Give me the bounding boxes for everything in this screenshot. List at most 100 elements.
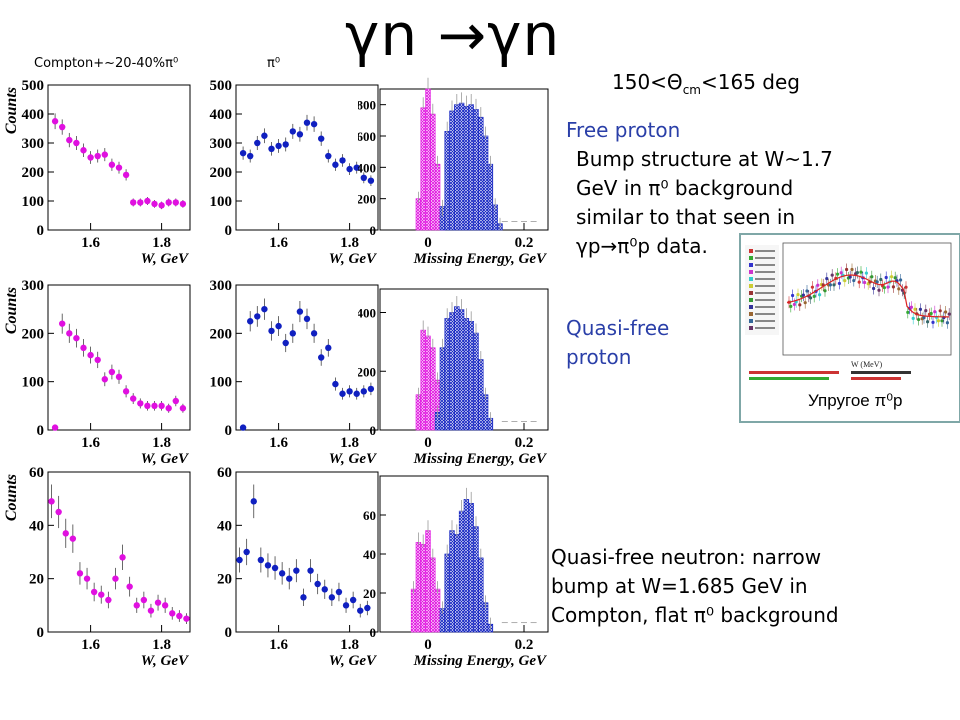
y-tick-label: 600 — [358, 129, 376, 144]
histogram-bar — [410, 588, 417, 633]
y-tick-label: 0 — [225, 423, 233, 439]
histogram-bar — [434, 163, 441, 231]
x-axis-label: W, GeV — [141, 451, 190, 467]
data-point — [151, 402, 158, 410]
inset-legend-marker — [749, 291, 753, 295]
inset-data-point — [818, 293, 822, 297]
histogram-bar — [430, 113, 436, 231]
y-tick-label: 0 — [37, 625, 45, 641]
data-point — [296, 131, 304, 138]
data-point — [115, 373, 123, 381]
inset-data-point — [828, 283, 832, 287]
x-axis-label: W, GeV — [329, 251, 378, 267]
y-tick-label: 400 — [358, 306, 376, 321]
data-point — [130, 199, 137, 206]
histogram-bar — [430, 557, 436, 633]
y-axis-label: Counts — [3, 287, 20, 334]
inset-data-point — [803, 301, 807, 305]
pi0-column-label: π⁰ — [267, 56, 281, 71]
chart-compton-quasi-proton: 0 100 200 300 1.6 1.8W, GeV Counts — [3, 278, 191, 467]
inset-data-point — [897, 287, 901, 291]
data-point — [275, 322, 282, 330]
histogram-bar — [458, 309, 465, 431]
histogram-bar — [425, 88, 431, 231]
note-line: similar to that seen in — [576, 205, 796, 229]
angle-suffix: <165 deg — [700, 70, 800, 94]
inset-data-point — [926, 320, 930, 324]
y-tick-label: 200 — [22, 165, 45, 181]
data-point — [161, 602, 169, 609]
data-point — [360, 174, 367, 181]
x-tick-label: 1.6 — [81, 637, 100, 653]
histogram-bar — [458, 102, 465, 231]
inset-data-point — [882, 286, 886, 290]
data-point — [137, 400, 144, 407]
data-point — [94, 356, 101, 364]
inset-legend-marker — [749, 284, 753, 288]
data-point — [122, 388, 130, 395]
data-point — [239, 149, 247, 157]
inset-data-point — [913, 307, 917, 311]
histogram-bar — [415, 542, 422, 633]
data-point — [80, 344, 87, 352]
histogram-bar — [478, 116, 484, 231]
inset-data-point — [877, 288, 881, 292]
inset-legend-line — [755, 313, 775, 315]
inset-footer-icon — [749, 371, 911, 380]
y-tick-label: 200 — [358, 192, 376, 207]
note-line: GeV in π⁰ background — [576, 176, 794, 200]
inset-data-point — [848, 275, 852, 279]
histogram-bar — [420, 329, 426, 431]
y-tick-label: 0 — [225, 223, 233, 239]
y-tick-label: 100 — [22, 375, 45, 391]
inset-data-point — [909, 305, 913, 309]
y-tick-label: 200 — [22, 326, 45, 342]
quasi-free-proton-note: Quasi-free proton — [566, 314, 669, 372]
data-point — [112, 575, 119, 582]
data-point — [346, 165, 353, 173]
note-line: Quasi-free neutron: narrow — [551, 545, 822, 569]
histogram-bar — [454, 534, 460, 633]
inset-legend-marker — [749, 270, 753, 274]
free-proton-note: Bump structure at W~1.7 GeV in π⁰ backgr… — [576, 145, 833, 261]
histogram-bar — [449, 312, 455, 431]
data-point — [367, 385, 375, 393]
inset-legend-marker — [749, 277, 753, 281]
inset-legend-line — [755, 257, 775, 259]
y-tick-label: 60 — [217, 465, 232, 481]
inset-data-point — [891, 285, 895, 289]
chart-pi0-quasi-neutron: 0 20 40 60 1.6 1.8W, GeV — [217, 465, 379, 669]
data-point — [282, 141, 289, 148]
x-tick-label: 0.2 — [515, 637, 534, 653]
inset-data-point — [843, 279, 847, 283]
inset-data-point — [904, 285, 908, 289]
data-point — [261, 305, 268, 313]
x-tick-label: 1.6 — [81, 435, 100, 451]
data-point — [55, 508, 62, 516]
data-point — [130, 395, 137, 402]
data-point — [357, 607, 364, 614]
data-point — [342, 602, 350, 609]
inset-legend-icon — [745, 245, 779, 335]
free-proton-title: Free proton — [566, 118, 681, 142]
histogram-bar — [473, 526, 479, 633]
y-tick-label: 0 — [370, 423, 377, 438]
y-tick-label: 0 — [225, 625, 233, 641]
histogram-bar — [478, 557, 484, 633]
data-point — [360, 388, 367, 395]
histogram-bar — [463, 105, 470, 231]
histogram-bar — [425, 530, 431, 633]
plot-frame — [235, 471, 379, 633]
inset-data-point — [890, 275, 894, 279]
x-tick-label: 1.8 — [152, 435, 171, 451]
data-point — [282, 339, 289, 347]
note-line: Quasi-free — [566, 316, 670, 340]
histogram-bar — [420, 107, 426, 231]
note-line: Bump structure at W~1.7 — [576, 147, 833, 171]
data-point — [158, 402, 165, 410]
data-point — [137, 199, 144, 206]
data-point — [364, 604, 371, 612]
x-tick-label: 0 — [424, 235, 432, 251]
inset-data-point — [875, 280, 879, 284]
